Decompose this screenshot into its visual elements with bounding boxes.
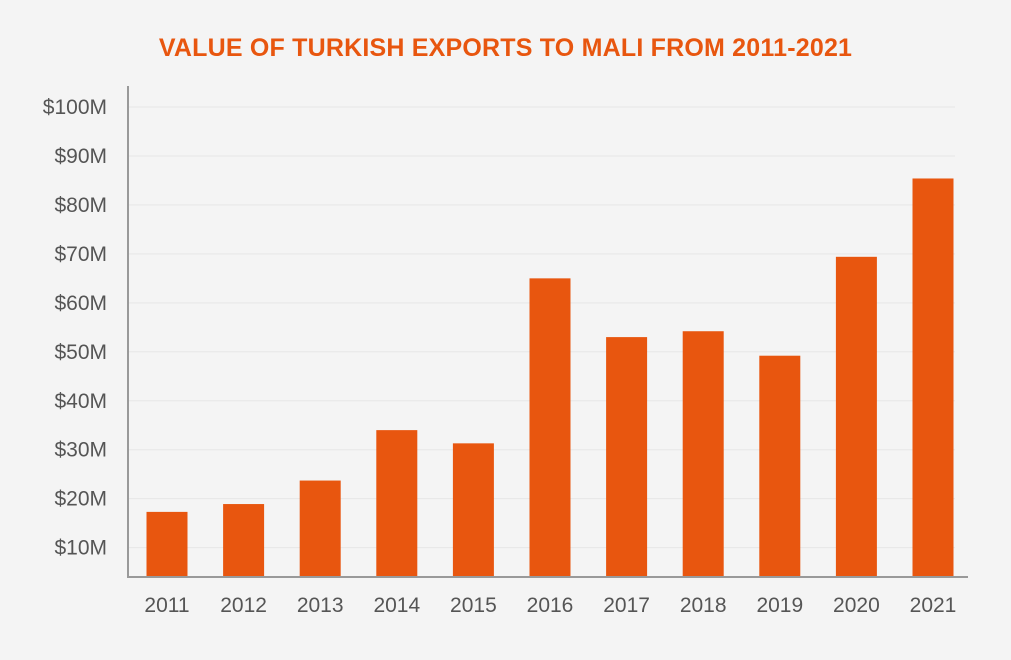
bar-2013 — [299, 480, 341, 577]
y-tick-label: $50M — [54, 341, 107, 364]
x-tick-label: 2020 — [833, 594, 880, 617]
bar-2021 — [912, 178, 954, 577]
x-tick-label: 2017 — [603, 594, 650, 617]
x-tick-label: 2011 — [144, 594, 189, 617]
x-tick-label: 2016 — [527, 594, 574, 617]
y-tick-label: $80M — [54, 194, 107, 217]
x-tick-label: 2018 — [680, 594, 727, 617]
bar-2017 — [606, 337, 648, 577]
y-tick-label: $40M — [54, 390, 107, 413]
y-tick-label: $60M — [54, 292, 107, 315]
y-tick-label: $20M — [54, 488, 107, 511]
bar-2014 — [376, 430, 418, 577]
x-tick-label: 2014 — [373, 594, 420, 617]
bar-2020 — [835, 256, 877, 577]
bar-2018 — [682, 331, 724, 577]
y-tick-label: $100M — [43, 96, 107, 119]
bar-2019 — [759, 355, 801, 577]
y-tick-label: $70M — [54, 243, 107, 266]
y-tick-label: $10M — [54, 537, 107, 560]
bar-2016 — [529, 278, 571, 577]
x-tick-label: 2015 — [450, 594, 497, 617]
chart-title: VALUE OF TURKISH EXPORTS TO MALI FROM 20… — [158, 34, 853, 62]
y-tick-label: $30M — [54, 439, 107, 462]
y-tick-label: $90M — [54, 145, 107, 168]
x-tick-label: 2012 — [220, 594, 267, 617]
x-tick-label: 2019 — [756, 594, 803, 617]
bar-2015 — [452, 443, 494, 577]
x-tick-label: 2013 — [297, 594, 344, 617]
bar-2011 — [146, 511, 188, 577]
bar-2012 — [223, 504, 265, 577]
x-tick-label: 2021 — [910, 594, 957, 617]
